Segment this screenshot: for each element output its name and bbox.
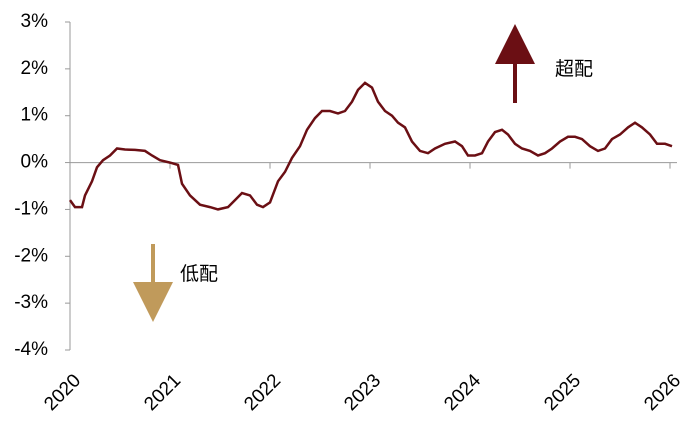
y-tick-label: 0% — [21, 152, 49, 173]
y-tick-label: 2% — [21, 58, 49, 79]
x-tick-label: 2026 — [640, 370, 685, 415]
annotation: 超配 — [555, 58, 593, 80]
x-tick-label: 2025 — [540, 370, 585, 415]
data-line — [68, 81, 673, 211]
y-tick-label: -2% — [14, 245, 48, 266]
y-tick-label: -3% — [14, 292, 48, 313]
x-tick-label: 2024 — [440, 370, 485, 415]
x-tick-label: 2021 — [140, 370, 185, 415]
y-tick-label: -4% — [14, 339, 48, 360]
y-tick-label: 3% — [21, 11, 49, 32]
x-tick-label: 2023 — [340, 370, 385, 415]
x-tick-label: 2020 — [40, 370, 85, 415]
y-tick-label: -1% — [14, 198, 48, 219]
y-tick-label: 1% — [21, 105, 49, 126]
annotation: 低配 — [180, 263, 218, 285]
x-tick-label: 2022 — [240, 370, 285, 415]
